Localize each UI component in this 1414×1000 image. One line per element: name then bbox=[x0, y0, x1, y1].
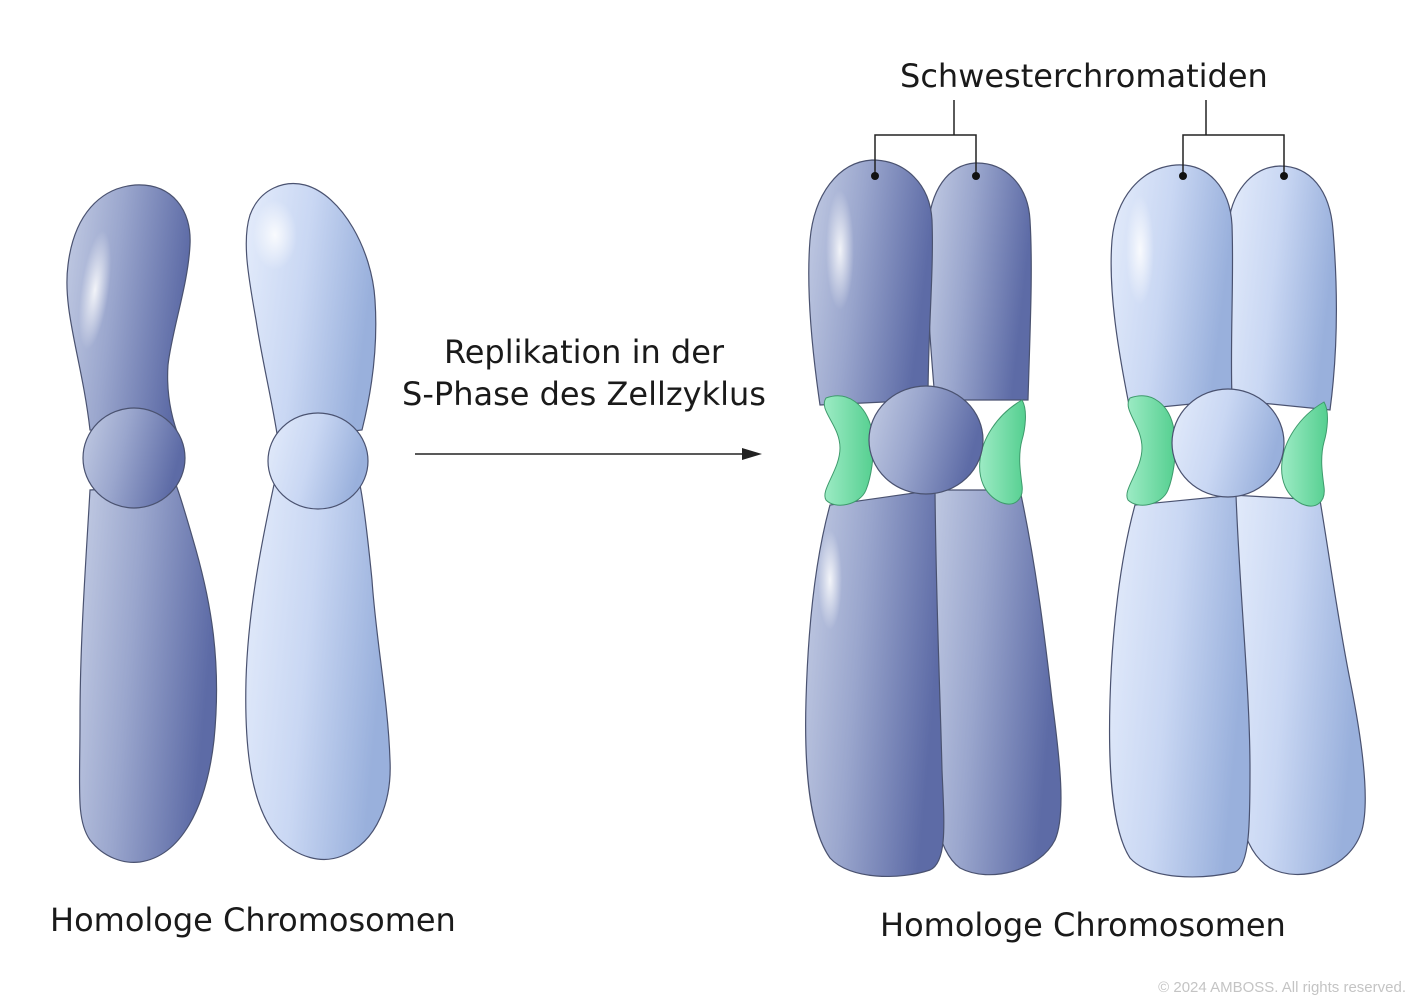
dark-centromere bbox=[868, 385, 984, 495]
kinetochore-left bbox=[823, 395, 874, 506]
process-label-line1: Replikation in der bbox=[443, 333, 725, 371]
light-sister-chromatid-left-upper bbox=[1110, 164, 1234, 411]
right-dark-chromosome bbox=[805, 159, 1062, 877]
pointer-dot bbox=[1179, 172, 1187, 180]
light-centromere bbox=[1171, 388, 1285, 498]
dark-sister-chromatid-right-upper bbox=[926, 162, 1032, 401]
process-label: Replikation in der S-Phase des Zellzyklu… bbox=[400, 332, 768, 415]
pointer-dots bbox=[871, 172, 1288, 180]
highlight bbox=[818, 530, 842, 630]
right-caption: Homologe Chromosomen bbox=[880, 906, 1286, 944]
kinetochore-right bbox=[979, 399, 1026, 505]
sister-chromatids-label: Schwesterchromatiden bbox=[900, 57, 1268, 95]
light-chromosome-centromere bbox=[267, 412, 369, 510]
dark-sister-chromatid-left-upper bbox=[808, 159, 934, 406]
highlight bbox=[78, 230, 112, 350]
kinetochore-right bbox=[1281, 401, 1328, 507]
kinetochore-left bbox=[1126, 395, 1176, 506]
highlight bbox=[253, 200, 297, 270]
pointer-dot bbox=[871, 172, 879, 180]
replication-arrow bbox=[415, 448, 762, 460]
right-light-chromosome bbox=[1108, 164, 1366, 878]
light-sister-chromatid-right-upper bbox=[1226, 165, 1338, 411]
light-chromosome-arm-lower bbox=[245, 479, 391, 860]
dark-chromosome-centromere bbox=[82, 407, 186, 509]
pointer-dot bbox=[1280, 172, 1288, 180]
left-caption: Homologe Chromosomen bbox=[50, 901, 456, 939]
left-light-chromosome bbox=[245, 183, 391, 860]
dark-chromosome-arm-lower bbox=[78, 484, 218, 863]
sister-chromatid-brackets bbox=[874, 100, 1285, 176]
copyright-notice: © 2024 AMBOSS. All rights reserved. bbox=[1158, 979, 1406, 996]
dark-sister-chromatid-right-lower bbox=[926, 489, 1062, 876]
highlight bbox=[826, 190, 854, 310]
highlight bbox=[1126, 195, 1154, 305]
left-dark-chromosome bbox=[66, 184, 218, 863]
light-sister-chromatid-left-lower bbox=[1108, 494, 1251, 878]
process-label-line2: S-Phase des Zellzyklus bbox=[402, 374, 766, 413]
pointer-dot bbox=[972, 172, 980, 180]
bracket-light bbox=[1182, 134, 1285, 176]
bracket-dark bbox=[874, 134, 977, 176]
